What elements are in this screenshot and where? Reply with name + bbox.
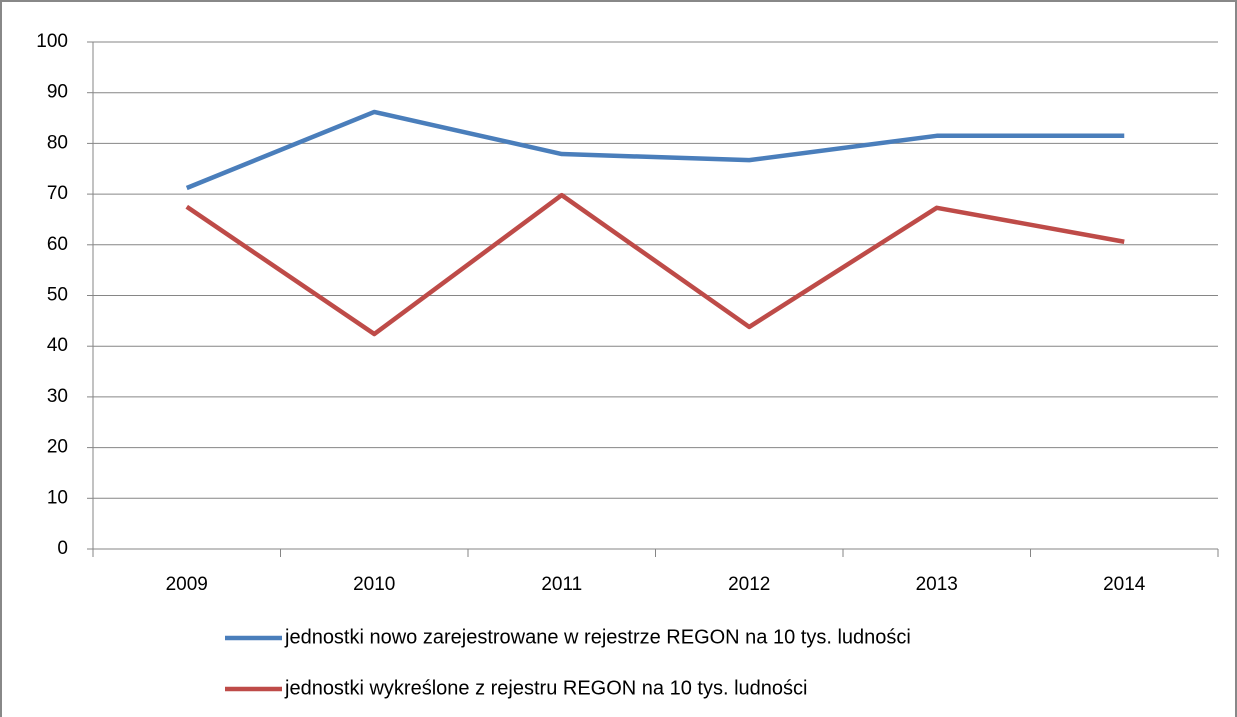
- y-tick-label: 80: [47, 132, 68, 153]
- y-tick-label: 100: [36, 31, 68, 52]
- y-tick-label: 30: [47, 386, 68, 407]
- y-tick-label: 50: [47, 285, 68, 306]
- legend-text: jednostki nowo zarejestrowane w rejestrz…: [284, 626, 911, 648]
- y-tick-label: 20: [47, 437, 68, 458]
- y-tick-label: 10: [47, 487, 68, 508]
- y-tick-label: 70: [47, 183, 68, 204]
- series-line: [185, 192, 1125, 337]
- x-tick-label: 2010: [353, 574, 395, 595]
- x-tick-label: 2012: [728, 574, 770, 595]
- y-tick-label: 0: [57, 538, 68, 559]
- x-tick-label: 2011: [541, 574, 582, 595]
- x-tick-label: 2009: [166, 574, 208, 595]
- legend-text: jednostki wykreślone z rejestru REGON na…: [284, 677, 807, 699]
- x-tick-label: 2013: [916, 574, 958, 595]
- series-line: [185, 109, 1125, 191]
- x-tick-label: 2014: [1103, 574, 1146, 595]
- y-tick-label: 60: [47, 234, 68, 255]
- y-tick-label: 90: [47, 82, 68, 103]
- y-tick-label: 40: [47, 335, 68, 356]
